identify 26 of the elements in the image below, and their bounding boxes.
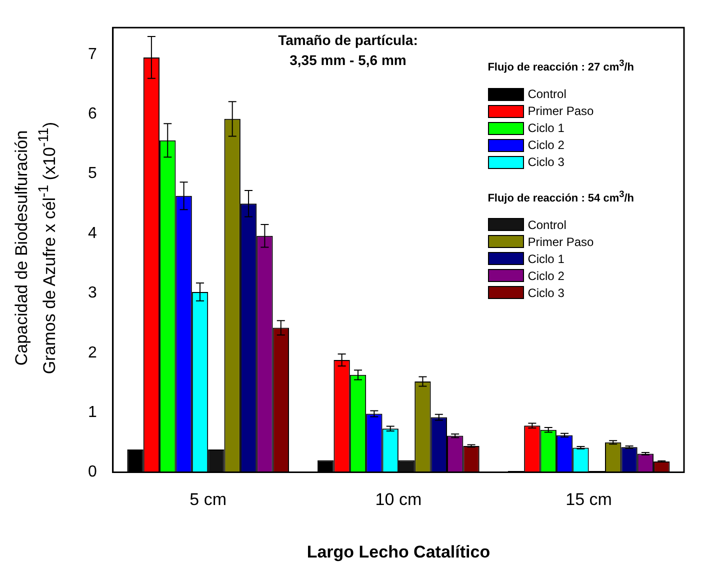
y-tick-label: 0 — [88, 464, 97, 481]
text: 3,35 mm - 5,6 mm — [288, 51, 408, 70]
legend-label: Control — [528, 218, 566, 232]
y-tick-label: 5 — [88, 165, 97, 182]
y-tick-label: 3 — [88, 284, 97, 302]
legend-label: Ciclo 2 — [528, 268, 564, 283]
x-axis-title: Largo Lecho Catalítico — [306, 542, 490, 562]
y-tick-label: 1 — [88, 404, 97, 421]
annotation: Flujo de reacción : 54 cm$^{3}$/h — [488, 188, 634, 204]
legend-label: Ciclo 1 — [528, 252, 564, 266]
x-tick-label: 10 cm — [375, 490, 422, 510]
y-tick-label: 7 — [88, 46, 97, 63]
chart-title: Tamaño de partícula: — [277, 31, 419, 50]
x-tick-label: 5 cm — [190, 490, 227, 510]
y-tick-label: 4 — [88, 224, 97, 242]
legend-label: Ciclo 2 — [528, 138, 564, 152]
legend-label: Ciclo 3 — [528, 155, 564, 170]
legend-label: Ciclo 3 — [528, 286, 564, 300]
annotation: Flujo de reacción : 27 cm$^{3}$/h — [488, 58, 634, 74]
legend-label: Ciclo 1 — [528, 121, 564, 136]
legend-label: Control — [528, 87, 566, 102]
x-tick-label: 15 cm — [566, 490, 612, 510]
y-tick-label: 6 — [88, 106, 97, 123]
y-tick-label: 2 — [88, 344, 97, 362]
legend-label: Primer Paso — [528, 234, 594, 249]
legend-label: Primer Paso — [528, 104, 594, 118]
